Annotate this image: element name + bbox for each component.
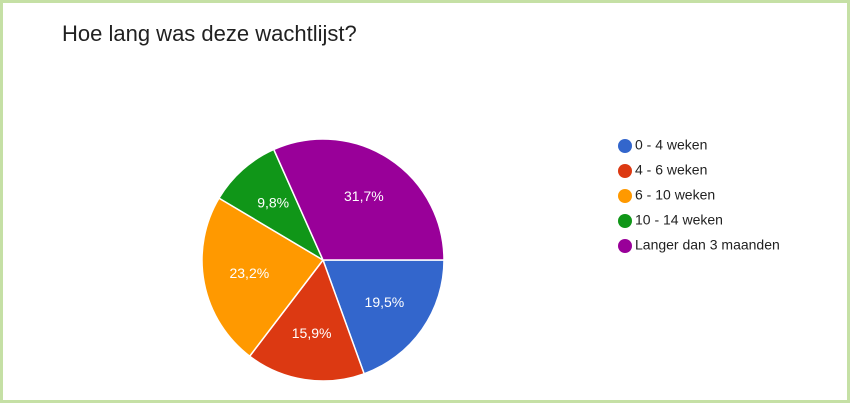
slice-label: 15,9% [292, 325, 332, 341]
pie-slice [321, 259, 445, 375]
slice-label: 19,5% [365, 294, 405, 310]
slice-label: 9,8% [257, 195, 289, 211]
legend-label: Langer dan 3 maanden [635, 237, 780, 253]
pie-slice [248, 258, 366, 382]
legend-label: 10 - 14 weken [635, 212, 723, 228]
legend-label: 6 - 10 weken [635, 187, 715, 203]
legend-marker [618, 214, 632, 228]
slice-label: 23,2% [229, 265, 269, 281]
legend-marker [618, 189, 632, 203]
pie-slice [201, 197, 325, 358]
legend-marker [618, 239, 632, 253]
chart: Hoe lang was deze wachtlijst? 19,5% 15,9%… [62, 21, 780, 382]
pie-slice [217, 148, 325, 262]
pie-slice [272, 138, 445, 261]
legend-label: 0 - 4 weken [635, 137, 707, 153]
chart-title: Hoe lang was deze wachtlijst? [62, 21, 357, 46]
legend-label: 4 - 6 weken [635, 162, 707, 178]
legend-marker [618, 139, 632, 153]
slice-label: 31,7% [344, 188, 384, 204]
legend-marker [618, 164, 632, 178]
